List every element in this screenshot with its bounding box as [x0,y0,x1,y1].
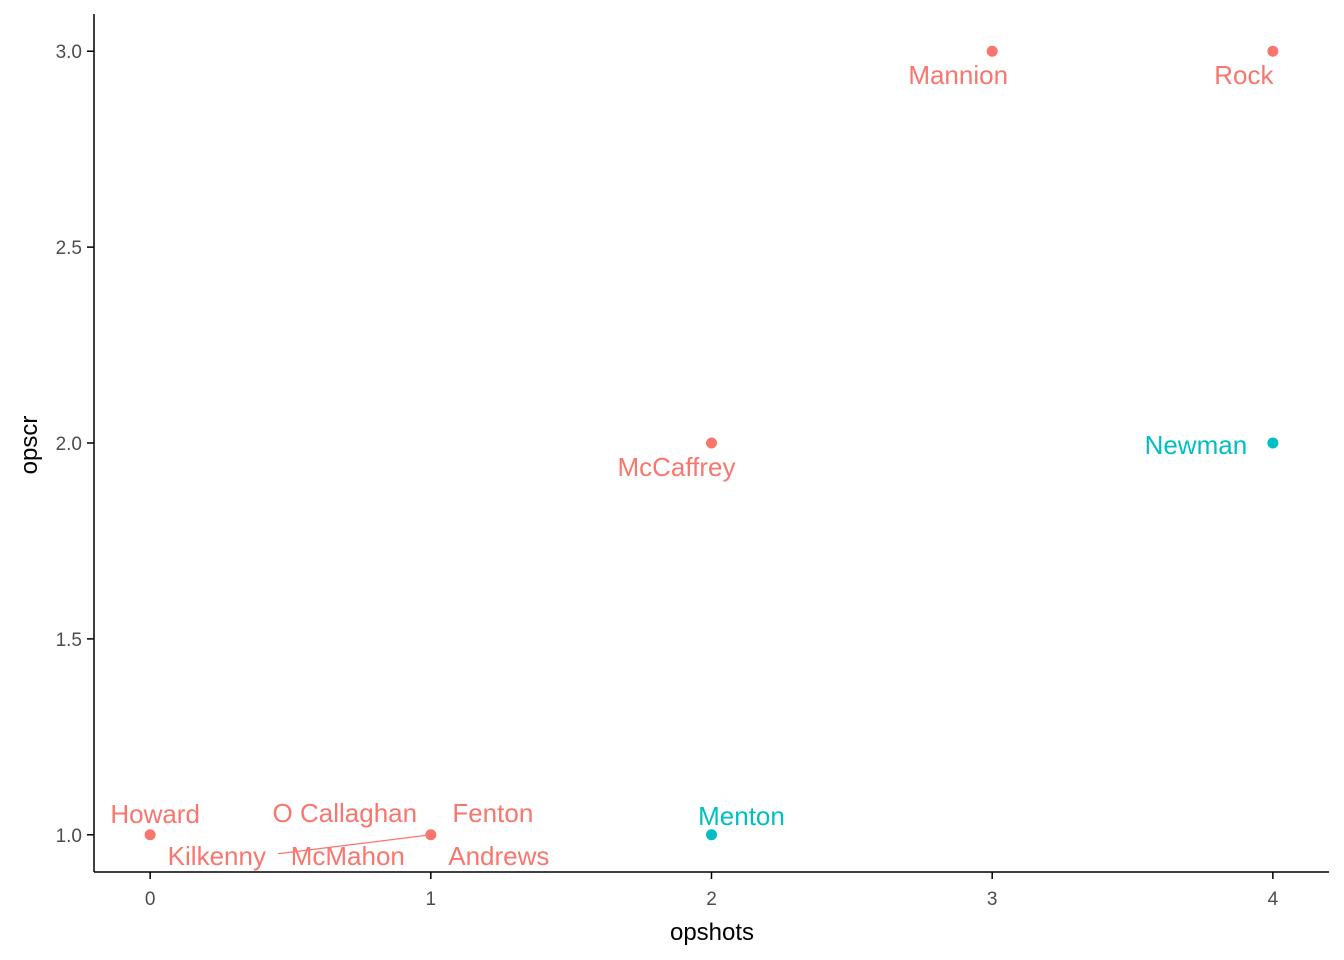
data-point [706,437,717,449]
y-axis-title: opscr [16,416,43,475]
y-tick-label: 3.0 [56,42,82,63]
y-tick-label: 2.5 [56,238,82,259]
point-label: Howard [110,799,200,829]
point-label: Mannion [908,60,1008,90]
x-tick-label: 4 [1268,889,1279,910]
data-point [144,829,156,841]
data-point [425,829,437,841]
point-label: Kilkenny [168,841,266,871]
point-label: O Callaghan [273,798,418,828]
x-tick-label: 1 [426,889,437,910]
x-tick-label: 0 [145,889,156,910]
x-tick-label: 3 [987,889,998,910]
data-point [1267,437,1279,449]
y-tick-label: 1.5 [56,630,82,651]
data-point [986,45,998,57]
point-label: McCaffrey [618,452,736,482]
point-label: McMahon [291,841,405,871]
label-leader-line [277,834,431,855]
point-label: Menton [698,801,785,831]
point-label: Newman [1145,430,1248,460]
data-point [1267,45,1279,57]
point-label: Andrews [448,841,549,871]
plot-area: 0 1 2 3 4 1.0 1.5 2.0 2.5 3.0 Howard O Callaghan Fen… [56,14,1329,910]
x-tick-label: 2 [706,889,717,910]
x-axis-title: opshots [670,919,754,946]
point-label: Fenton [452,798,533,828]
y-tick-label: 2.0 [56,434,82,455]
y-tick-label: 1.0 [56,826,82,847]
data-point [706,829,717,841]
point-label: Rock [1214,60,1274,90]
